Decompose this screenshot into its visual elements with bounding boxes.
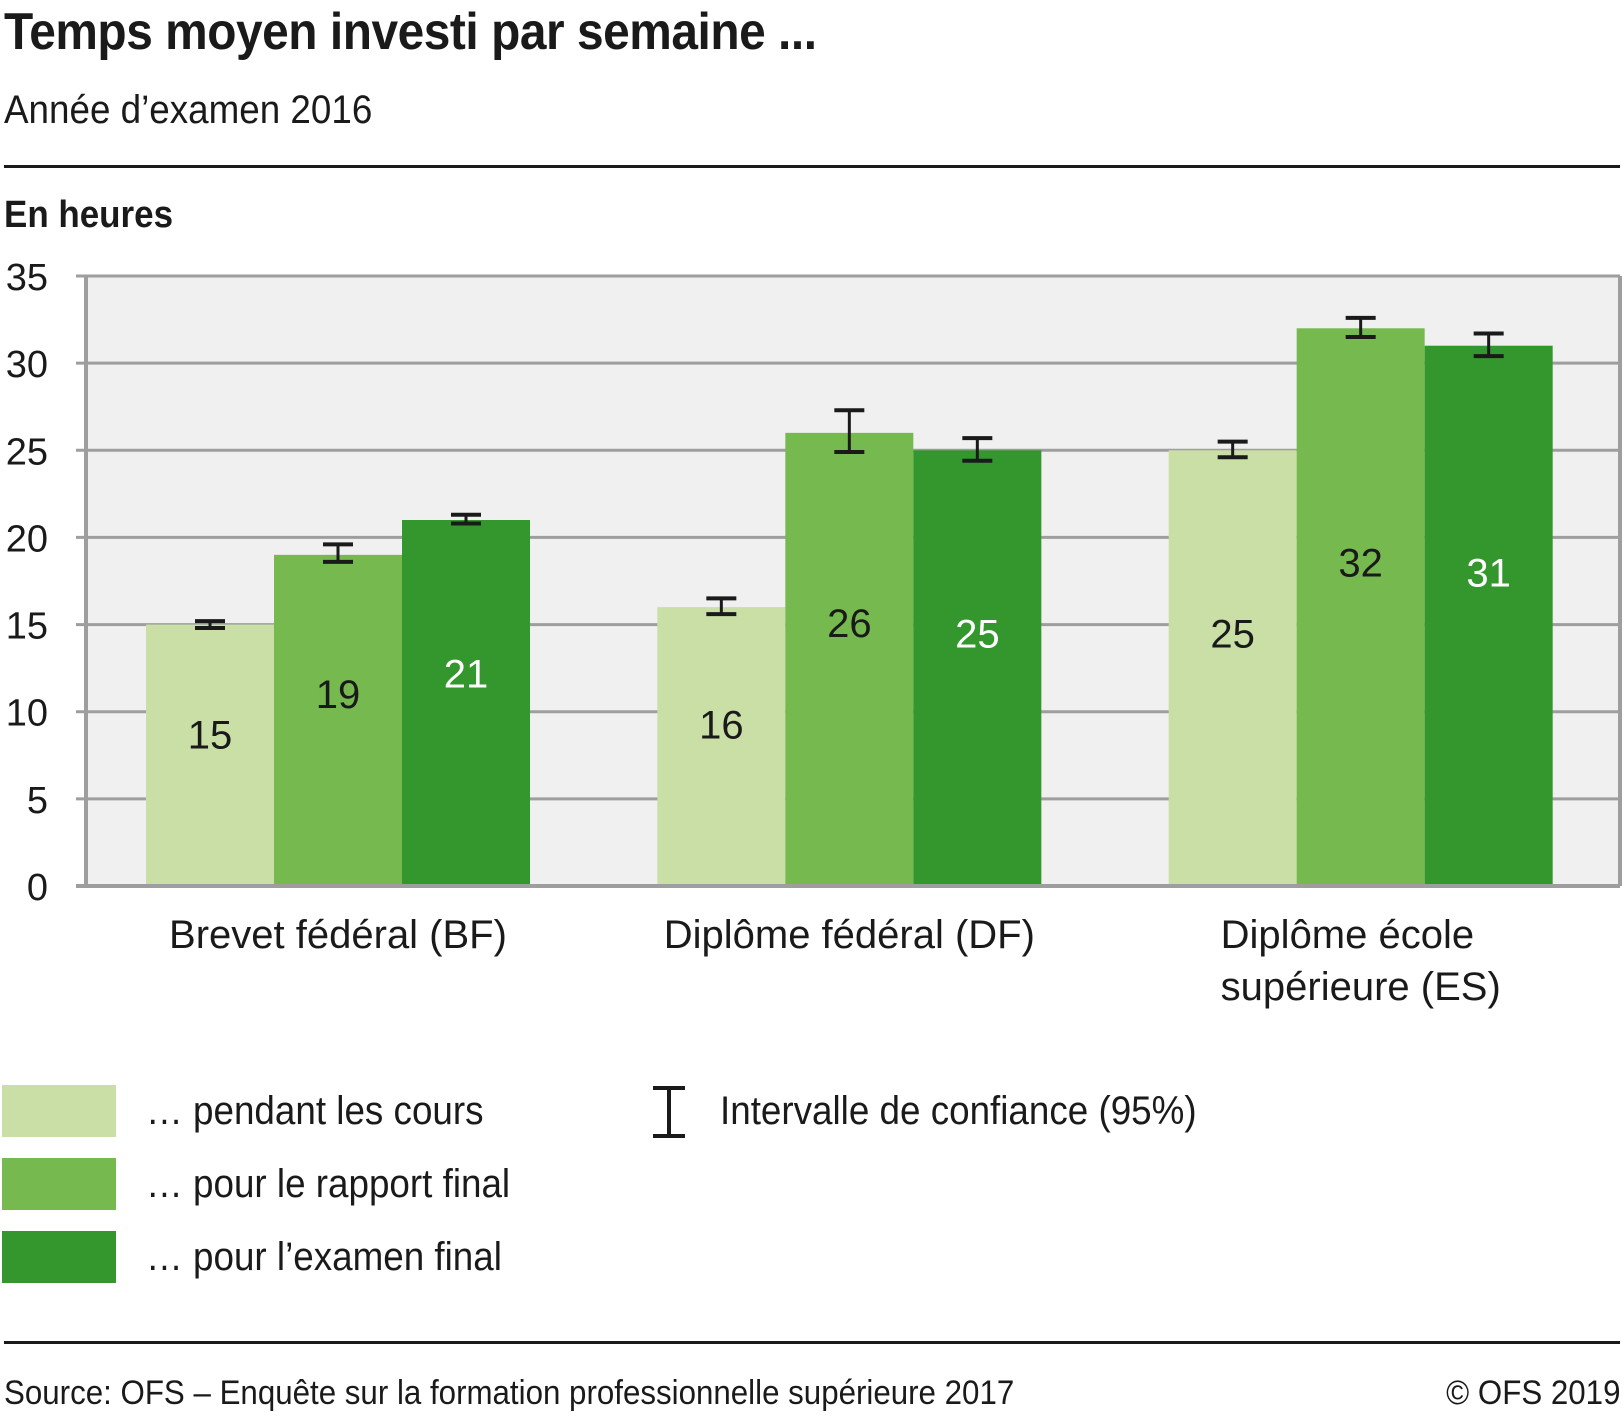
error-bar-0-0 bbox=[195, 619, 225, 631]
bar-1-1 bbox=[785, 432, 914, 884]
source-note: Source: OFS – Enquête sur la formation p… bbox=[4, 1374, 1015, 1412]
data-label-2-2: 31 bbox=[1466, 552, 1511, 596]
error-bar-2-2 bbox=[1473, 331, 1504, 359]
y-tick-label-30: 30 bbox=[6, 344, 48, 386]
data-label-0-0: 15 bbox=[188, 713, 233, 757]
bar-2-1 bbox=[1296, 328, 1425, 884]
bar-chart: 0 5 10 15 20 25 30 35 15 19 21 16 26 25 25 32 31 Brevet… bbox=[6, 257, 1622, 1009]
y-tick-label-15: 15 bbox=[6, 606, 48, 648]
data-labels: 15 19 21 16 26 25 25 32 31 bbox=[188, 542, 1511, 758]
legend-swatch-rapport bbox=[2, 1158, 116, 1210]
bars bbox=[146, 328, 1553, 884]
data-label-0-1: 19 bbox=[316, 673, 361, 717]
x-axis-categories: Brevet fédéral (BF) Diplôme fédéral (DF) D… bbox=[169, 913, 1501, 1009]
bar-1-2 bbox=[913, 450, 1042, 884]
bar-1-0 bbox=[657, 607, 786, 884]
legend-label-examen: … pour l’examen final bbox=[146, 1235, 502, 1279]
error-bar-1-2 bbox=[962, 436, 993, 463]
data-label-1-1: 26 bbox=[827, 602, 872, 646]
chart-subtitle: Année d’examen 2016 bbox=[4, 88, 373, 132]
y-axis-unit-label: En heures bbox=[4, 194, 174, 236]
y-tick-label-5: 5 bbox=[27, 780, 48, 822]
error-bar-2-0 bbox=[1217, 439, 1248, 460]
legend-swatch-examen bbox=[2, 1231, 116, 1283]
data-label-0-2: 21 bbox=[444, 653, 489, 697]
x-category-label-1: Diplôme fédéral (DF) bbox=[664, 913, 1035, 957]
top-divider bbox=[4, 165, 1620, 168]
y-tick-label-20: 20 bbox=[6, 518, 48, 560]
bar-2-2 bbox=[1424, 345, 1553, 884]
x-category-label-0: Brevet fédéral (BF) bbox=[169, 913, 507, 957]
data-label-1-0: 16 bbox=[699, 703, 744, 747]
chart-title: Temps moyen investi par semaine ... bbox=[4, 3, 817, 61]
error-bar-2-1 bbox=[1345, 315, 1376, 339]
bar-0-1 bbox=[274, 554, 402, 884]
data-label-1-2: 25 bbox=[955, 612, 1000, 656]
error-bars bbox=[195, 315, 1504, 631]
bar-0-2 bbox=[402, 520, 530, 884]
error-bar-1-1 bbox=[834, 408, 865, 455]
legend-label-cours: … pendant les cours bbox=[146, 1089, 484, 1133]
legend-label-rapport: … pour le rapport final bbox=[146, 1162, 511, 1206]
error-bar-0-1 bbox=[323, 542, 353, 564]
legend-swatch-cours bbox=[2, 1085, 116, 1137]
data-label-2-1: 32 bbox=[1338, 542, 1383, 586]
error-bar-0-2 bbox=[451, 512, 481, 526]
y-tick-label-10: 10 bbox=[6, 693, 48, 735]
data-label-2-0: 25 bbox=[1210, 612, 1255, 656]
error-bar-icon bbox=[653, 1086, 685, 1138]
x-category-label-2: supérieure (ES) bbox=[1221, 965, 1501, 1009]
error-bar-1-0 bbox=[706, 596, 737, 617]
y-tick-label-35: 35 bbox=[6, 257, 48, 299]
legend-label-ci: Intervalle de confiance (95%) bbox=[720, 1089, 1197, 1133]
y-axis-ticks: 0 5 10 15 20 25 30 35 bbox=[6, 257, 48, 909]
copyright-note: © OFS 2019 bbox=[1445, 1374, 1620, 1412]
bar-0-0 bbox=[146, 624, 274, 884]
y-tick-label-0: 0 bbox=[27, 867, 48, 909]
y-tick-label-25: 25 bbox=[6, 431, 48, 473]
bottom-divider bbox=[4, 1341, 1620, 1344]
x-category-label-2: Diplôme école bbox=[1221, 913, 1474, 957]
bar-2-0 bbox=[1168, 450, 1297, 884]
